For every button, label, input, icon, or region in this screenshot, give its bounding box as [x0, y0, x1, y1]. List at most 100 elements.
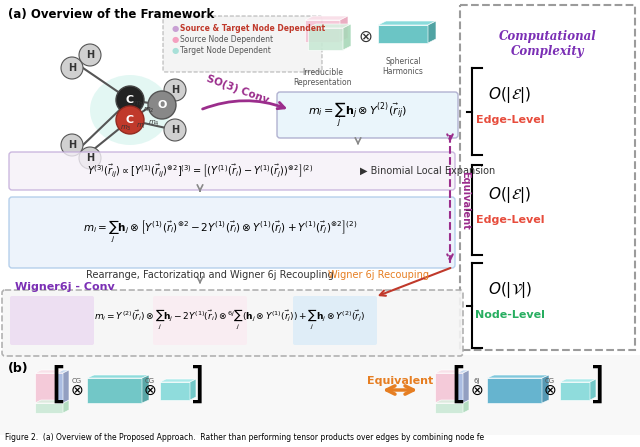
Polygon shape: [435, 403, 463, 413]
Polygon shape: [63, 400, 69, 413]
Text: $m_3$: $m_3$: [120, 124, 132, 133]
Text: 6j: 6j: [474, 378, 480, 384]
Text: ▶ Binomial Local Expansion: ▶ Binomial Local Expansion: [360, 166, 495, 176]
FancyBboxPatch shape: [293, 296, 377, 345]
Text: (b): (b): [8, 362, 29, 375]
Text: $O(|\mathcal{V}|)$: $O(|\mathcal{V}|)$: [488, 280, 532, 300]
Text: $\otimes$: $\otimes$: [470, 383, 484, 397]
Text: SO(3) Conv: SO(3) Conv: [205, 74, 271, 106]
Text: Node-Level: Node-Level: [475, 310, 545, 320]
FancyBboxPatch shape: [0, 355, 640, 435]
Text: $m_i = \sum_j \mathbf{h}_j \otimes \left[Y^{(1)}(\vec{r}_i)^{\otimes 2} - 2Y^{(1: $m_i = \sum_j \mathbf{h}_j \otimes \left…: [83, 219, 357, 245]
Text: Computational
Complexity: Computational Complexity: [499, 30, 597, 58]
Text: H: H: [171, 125, 179, 135]
Polygon shape: [308, 24, 351, 28]
Text: ]: ]: [189, 365, 205, 407]
Circle shape: [164, 119, 186, 141]
Text: Wigner 6j Recouping: Wigner 6j Recouping: [328, 270, 429, 280]
Polygon shape: [340, 16, 348, 42]
Text: $\otimes$: $\otimes$: [358, 28, 372, 46]
Text: $m_i$: $m_i$: [136, 122, 146, 131]
Text: $\otimes$: $\otimes$: [143, 383, 157, 397]
FancyBboxPatch shape: [153, 296, 247, 345]
Text: Equivalent: Equivalent: [460, 171, 470, 229]
Text: H: H: [86, 50, 94, 60]
Circle shape: [116, 106, 144, 134]
Polygon shape: [343, 24, 351, 50]
Circle shape: [116, 86, 144, 114]
Text: H: H: [68, 63, 76, 73]
Polygon shape: [305, 20, 340, 42]
Polygon shape: [160, 379, 196, 382]
Polygon shape: [560, 379, 596, 382]
Text: $m_i = \sum_j \mathbf{h}_j \otimes Y^{(2)}(\vec{r}_{ij})$: $m_i = \sum_j \mathbf{h}_j \otimes Y^{(2…: [308, 101, 408, 130]
Text: C: C: [126, 115, 134, 125]
FancyArrowPatch shape: [203, 101, 285, 109]
Polygon shape: [487, 375, 549, 378]
Text: Source Node Dependent: Source Node Dependent: [180, 35, 273, 44]
Polygon shape: [35, 403, 63, 413]
Polygon shape: [487, 378, 542, 403]
Text: ]: ]: [589, 365, 605, 407]
Circle shape: [61, 134, 83, 156]
Text: $m_4$: $m_4$: [148, 119, 159, 128]
Polygon shape: [457, 370, 469, 373]
Polygon shape: [378, 25, 428, 43]
Polygon shape: [87, 375, 149, 378]
Polygon shape: [435, 400, 469, 403]
Polygon shape: [463, 400, 469, 413]
FancyBboxPatch shape: [2, 290, 463, 356]
Polygon shape: [142, 375, 149, 403]
Polygon shape: [428, 21, 436, 43]
Text: $Y^{(3)}(\vec{r}_{ij}) \propto [Y^{(1)}(\vec{r}_{ij})^{\otimes 2}]^{(3)} = \left: $Y^{(3)}(\vec{r}_{ij}) \propto [Y^{(1)}(…: [87, 163, 313, 179]
Polygon shape: [435, 370, 463, 373]
Text: Irreducible
Representation: Irreducible Representation: [294, 68, 352, 88]
Circle shape: [61, 57, 83, 79]
Polygon shape: [560, 382, 590, 400]
Polygon shape: [305, 16, 348, 20]
Text: ●: ●: [172, 46, 182, 55]
Circle shape: [79, 44, 101, 66]
Polygon shape: [63, 370, 69, 403]
Text: O: O: [157, 100, 166, 110]
Circle shape: [148, 91, 176, 119]
Text: ●: ●: [172, 35, 182, 44]
Text: C: C: [126, 95, 134, 105]
Text: Target Node Dependent: Target Node Dependent: [180, 46, 271, 55]
Text: H: H: [86, 153, 94, 163]
Polygon shape: [308, 28, 343, 50]
Polygon shape: [87, 378, 142, 403]
Text: $O(|\mathcal{E}|)$: $O(|\mathcal{E}|)$: [488, 85, 532, 105]
Text: Spherical
Harmonics: Spherical Harmonics: [383, 57, 424, 76]
Circle shape: [164, 79, 186, 101]
Polygon shape: [35, 400, 69, 403]
Text: CG: CG: [545, 378, 555, 384]
Text: H: H: [68, 140, 76, 150]
Polygon shape: [190, 379, 196, 400]
FancyBboxPatch shape: [10, 296, 94, 345]
Polygon shape: [590, 379, 596, 400]
Polygon shape: [35, 370, 63, 373]
Text: CG: CG: [145, 378, 155, 384]
FancyBboxPatch shape: [9, 152, 455, 190]
Text: Source & Target Node Dependent: Source & Target Node Dependent: [180, 24, 325, 33]
Ellipse shape: [90, 75, 170, 145]
Text: $m_1$: $m_1$: [133, 100, 145, 109]
Text: Rearrange, Factorization and Wigner 6j Recoupling: Rearrange, Factorization and Wigner 6j R…: [86, 270, 334, 280]
Polygon shape: [160, 382, 190, 400]
Text: [: [: [51, 365, 67, 407]
Text: ●: ●: [172, 24, 182, 33]
Text: $O(|\mathcal{E}|)$: $O(|\mathcal{E}|)$: [488, 185, 532, 205]
FancyBboxPatch shape: [277, 92, 458, 138]
Text: Wigner6j - Conv: Wigner6j - Conv: [15, 282, 115, 292]
Text: $\otimes$: $\otimes$: [543, 383, 557, 397]
FancyBboxPatch shape: [9, 197, 455, 268]
Polygon shape: [435, 373, 457, 403]
Text: CG: CG: [72, 378, 82, 384]
Polygon shape: [463, 370, 469, 403]
Text: [: [: [451, 365, 467, 407]
Polygon shape: [57, 370, 63, 403]
Text: $m_2$: $m_2$: [143, 106, 154, 115]
Text: Equivalent: Equivalent: [367, 376, 433, 386]
Text: Edge-Level: Edge-Level: [476, 115, 544, 125]
